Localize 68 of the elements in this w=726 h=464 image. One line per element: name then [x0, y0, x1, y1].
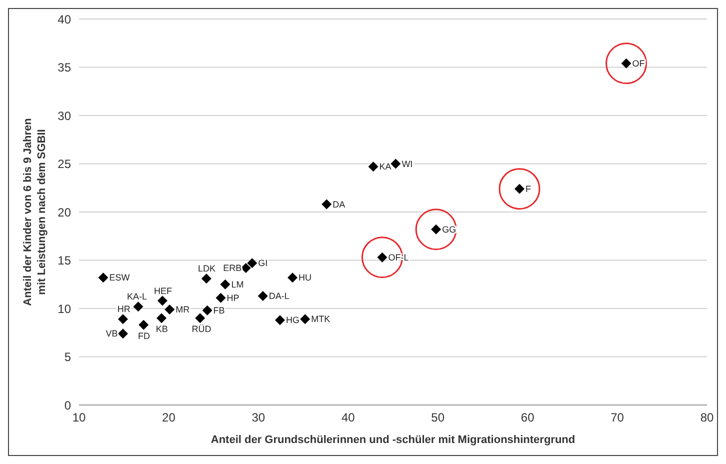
annotation: ESW — [109, 272, 130, 283]
annotation: OF — [632, 58, 646, 68]
annotation: HP — [226, 292, 240, 303]
point — [606, 42, 648, 84]
annotation: VB — [106, 328, 118, 339]
point — [201, 274, 212, 284]
x-tick-label: 70 — [610, 410, 624, 425]
annotation: HR — [117, 304, 131, 314]
point — [164, 304, 175, 314]
point — [118, 314, 128, 324]
annotation: DA — [332, 199, 346, 210]
point — [98, 272, 108, 283]
y-tick-label: 15 — [58, 254, 72, 268]
annotation: HU — [298, 272, 312, 283]
annotation: FD — [138, 330, 150, 341]
point — [220, 279, 230, 290]
annotation: F — [525, 184, 532, 194]
point — [258, 290, 268, 301]
annotation: KB — [156, 324, 168, 334]
point — [138, 320, 149, 330]
x-tick-label: 30 — [252, 410, 266, 425]
annotation: FB — [213, 305, 225, 316]
y-tick-label: 40 — [58, 12, 72, 26]
y-tick-label: 30 — [58, 108, 72, 123]
point — [274, 315, 285, 326]
point — [368, 162, 378, 172]
annotation: ERB — [223, 262, 242, 273]
y-axis-title: Anteil der Kinder von 6 bis 9 Jahren mit Leistungen nach dem SGBII — [22, 118, 48, 306]
annotation: MTK — [311, 314, 330, 324]
x-axis-title: Anteil der Grundschülerinnen und -schüler mit Migrationshintergrund — [210, 434, 576, 446]
point — [240, 262, 251, 273]
annotation: MR — [176, 304, 190, 314]
x-tick-label: 80 — [700, 410, 714, 425]
point — [202, 305, 212, 316]
annotation: GG — [442, 224, 456, 234]
y-tick-label: 35 — [58, 60, 72, 75]
point — [300, 314, 310, 324]
x-tick-label: 20 — [162, 410, 176, 425]
y-tick-label: 10 — [58, 302, 72, 316]
point — [133, 302, 144, 312]
x-tick-label: 60 — [520, 410, 535, 425]
x-tick-label: 40 — [341, 410, 356, 425]
annotation: LDK — [198, 264, 216, 274]
point — [156, 313, 167, 324]
annotation: GI — [258, 258, 268, 268]
y-tick-label: 20 — [58, 205, 72, 220]
annotation: HG — [286, 315, 300, 326]
point — [118, 328, 128, 339]
annotation: KA-L — [127, 292, 148, 302]
point — [498, 168, 540, 210]
annotation: DA-L — [268, 290, 290, 301]
y-tick-label: 0 — [64, 398, 72, 412]
annotation: LM — [231, 279, 244, 290]
point — [390, 158, 401, 169]
x-tick-label: 50 — [431, 410, 445, 425]
point — [157, 296, 168, 306]
annotation: HEF — [154, 286, 173, 296]
point — [247, 258, 258, 268]
point — [216, 292, 226, 303]
y-tick-label: 5 — [64, 350, 72, 364]
point — [415, 208, 457, 250]
annotation: RÜD — [192, 324, 212, 334]
point — [322, 199, 332, 210]
annotation: KA — [379, 162, 392, 172]
y-tick-label: 25 — [58, 157, 72, 172]
point — [288, 272, 298, 283]
annotation: WI — [402, 158, 413, 169]
point — [195, 313, 206, 324]
